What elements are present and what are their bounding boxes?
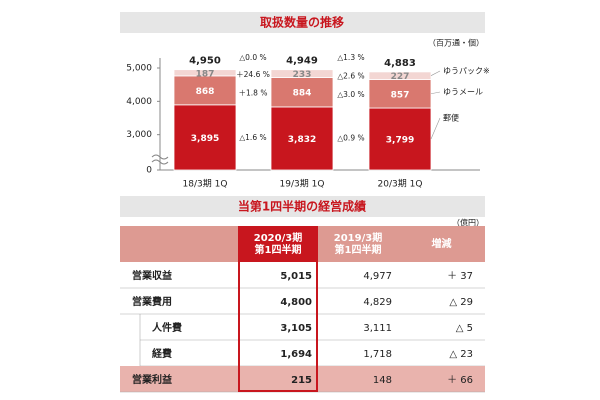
legend-leader [430,117,441,140]
cell: △ 5 [456,323,473,334]
row-label: 営業収益 [132,269,172,282]
cell: 5,015 [280,271,312,282]
chart-title: 取扱数量の推移 [260,15,344,30]
total-change-label: △0.0 % [239,53,266,62]
value-label: 227 [391,72,410,82]
table-title: 当第1四半期の経営成績 [238,199,366,214]
column-header: 2019/3期 [334,231,382,244]
cell: 1,694 [280,349,312,360]
bar-segment [173,69,237,77]
y-tick-label: 4,000 [126,97,152,107]
row-label: 人件費 [152,321,182,334]
value-label: 187 [196,69,215,79]
cell: △ 29 [449,297,473,308]
change-label: △2.6 % [337,72,364,81]
cell: 148 [373,375,392,386]
cell: 4,829 [363,297,392,308]
current-column-frame [238,226,318,392]
bar-segment [368,107,432,171]
y-tick-label: 5,000 [126,64,152,74]
x-tick-label: 18/3期 1Q [183,179,228,190]
x-tick-label: 20/3期 1Q [378,179,423,190]
total-label: 4,949 [286,56,318,67]
column-header: 2020/3期 [254,231,302,244]
legend-leader [430,91,441,95]
y-tick-label: 3,000 [126,130,152,140]
row-label: 営業費用 [132,295,172,308]
bar-segment [368,79,432,109]
cell: 3,111 [363,323,392,334]
value-label: 233 [293,70,312,80]
bar-segment [173,75,237,106]
cell: △ 23 [449,349,473,360]
total-label: 4,883 [384,58,416,69]
value-label: 884 [293,89,312,99]
legend-leader [430,70,441,76]
column-header: 第1四半期 [335,243,382,256]
row-label: 営業利益 [132,373,172,386]
legend-label: ゆうパック※ [443,67,490,76]
cell: 1,718 [363,349,392,360]
cell: 3,105 [280,323,312,334]
bar-segment [270,69,334,78]
unit-label: （百万通・個） [428,38,484,48]
row-label: 経費 [152,347,172,360]
column-header: 増減 [432,237,452,250]
change-label: △0.9 % [337,134,364,143]
value-label: 3,895 [191,134,219,144]
legend-label: 郵便 [443,113,459,123]
header-cell-current [238,226,318,262]
change-label: ＋24.6 % [236,70,270,79]
total-label: 4,950 [189,56,221,67]
axis-break [151,154,169,165]
chart-header [120,12,485,33]
cell: 4,800 [280,297,312,308]
value-label: 3,799 [386,136,414,146]
value-label: 857 [391,90,410,100]
value-label: 868 [196,87,215,97]
y-tick-label: 0 [146,166,152,176]
x-tick-label: 19/3期 1Q [280,179,325,190]
table-header [120,196,485,217]
change-label: △3.0 % [337,90,364,99]
bar-segment [173,104,237,171]
total-change-label: △1.3 % [337,53,364,62]
bar-segment [270,106,334,171]
change-label: ＋1.8 % [239,88,268,97]
cell: 215 [291,375,312,386]
legend-label: ゆうメール [443,88,483,97]
cell: ＋ 37 [447,271,473,282]
value-label: 3,832 [288,135,316,145]
table-unit: （億円） [452,218,484,228]
total-row [120,366,485,392]
column-header: 第1四半期 [255,243,302,256]
cell: ＋ 66 [447,375,473,386]
change-label: △1.6 % [239,133,266,142]
cell: 4,977 [363,271,392,282]
